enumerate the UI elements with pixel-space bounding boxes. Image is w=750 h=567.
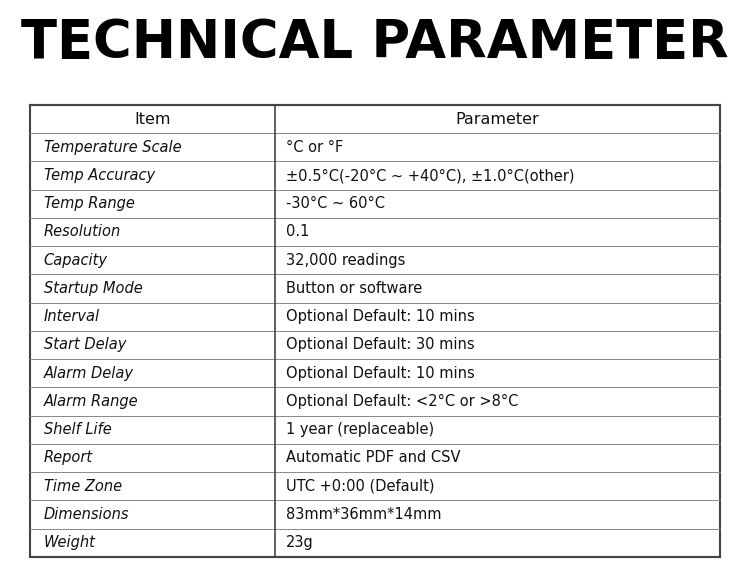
Text: 83mm*36mm*14mm: 83mm*36mm*14mm bbox=[286, 507, 442, 522]
Text: Time Zone: Time Zone bbox=[44, 479, 122, 494]
Text: Weight: Weight bbox=[44, 535, 95, 550]
Text: Item: Item bbox=[134, 112, 171, 126]
Text: Interval: Interval bbox=[44, 309, 100, 324]
Text: Temp Range: Temp Range bbox=[44, 196, 134, 211]
Text: Automatic PDF and CSV: Automatic PDF and CSV bbox=[286, 450, 460, 466]
Text: 32,000 readings: 32,000 readings bbox=[286, 253, 406, 268]
Text: Dimensions: Dimensions bbox=[44, 507, 129, 522]
Text: Alarm Delay: Alarm Delay bbox=[44, 366, 134, 380]
Text: Optional Default: 10 mins: Optional Default: 10 mins bbox=[286, 309, 475, 324]
Text: -30°C ~ 60°C: -30°C ~ 60°C bbox=[286, 196, 386, 211]
Text: Start Delay: Start Delay bbox=[44, 337, 126, 353]
Text: Optional Default: <2°C or >8°C: Optional Default: <2°C or >8°C bbox=[286, 394, 518, 409]
Text: ±0.5°C(-20°C ~ +40°C), ±1.0°C(other): ±0.5°C(-20°C ~ +40°C), ±1.0°C(other) bbox=[286, 168, 574, 183]
Text: Alarm Range: Alarm Range bbox=[44, 394, 138, 409]
Text: 0.1: 0.1 bbox=[286, 225, 310, 239]
Text: Optional Default: 10 mins: Optional Default: 10 mins bbox=[286, 366, 475, 380]
Text: Report: Report bbox=[44, 450, 93, 466]
Text: Temperature Scale: Temperature Scale bbox=[44, 139, 182, 155]
Text: Resolution: Resolution bbox=[44, 225, 121, 239]
Text: 23g: 23g bbox=[286, 535, 314, 550]
Text: Shelf Life: Shelf Life bbox=[44, 422, 111, 437]
Text: °C or °F: °C or °F bbox=[286, 139, 344, 155]
Text: Temp Accuracy: Temp Accuracy bbox=[44, 168, 154, 183]
Text: Button or software: Button or software bbox=[286, 281, 422, 296]
Text: 1 year (replaceable): 1 year (replaceable) bbox=[286, 422, 434, 437]
Text: Capacity: Capacity bbox=[44, 253, 107, 268]
Text: Parameter: Parameter bbox=[455, 112, 539, 126]
Text: TECHNICAL PARAMETER: TECHNICAL PARAMETER bbox=[21, 16, 729, 69]
Text: Optional Default: 30 mins: Optional Default: 30 mins bbox=[286, 337, 475, 353]
Text: UTC +0:00 (Default): UTC +0:00 (Default) bbox=[286, 479, 435, 494]
Text: Startup Mode: Startup Mode bbox=[44, 281, 142, 296]
